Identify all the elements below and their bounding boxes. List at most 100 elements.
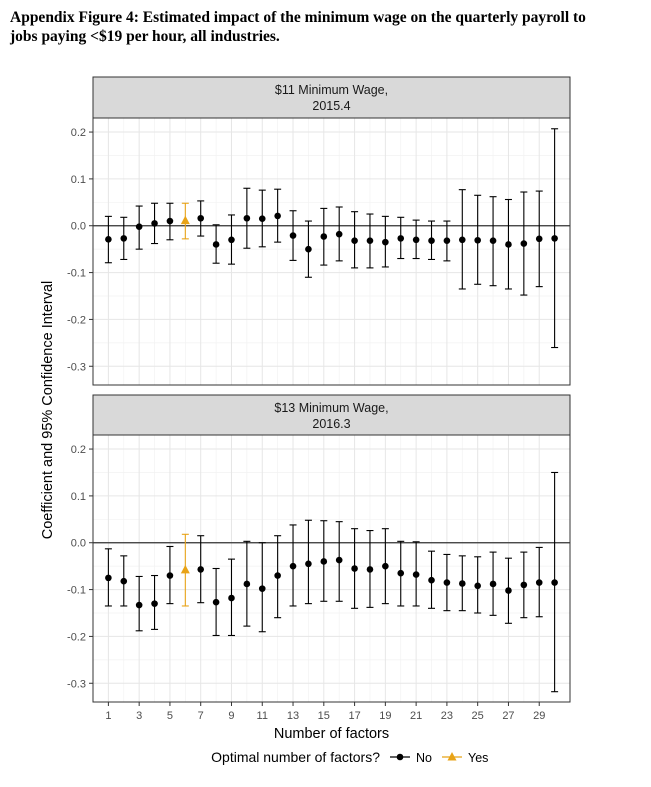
point-estimate xyxy=(166,572,174,579)
point-estimate xyxy=(474,236,481,244)
point-estimate xyxy=(197,214,205,222)
x-tick-label: 23 xyxy=(441,710,453,722)
facet-strip-label-line-2: 2016.3 xyxy=(312,417,350,431)
point-estimate xyxy=(489,237,497,245)
point-estimate xyxy=(151,600,158,607)
legend: Optimal number of factors? No Yes xyxy=(211,749,488,765)
figure-title-line-1: Appendix Figure 4: Estimated impact of t… xyxy=(10,9,586,26)
point-estimate xyxy=(351,237,358,245)
point-estimate xyxy=(243,214,251,222)
point-estimate xyxy=(335,230,343,238)
y-tick-label: -0.1 xyxy=(67,585,86,597)
x-tick-label: 13 xyxy=(287,710,299,722)
plot-background xyxy=(93,435,570,702)
panel-2: $13 Minimum Wage, 2016.3 -0.3 -0.2 -0.1 0.0 0.… xyxy=(67,394,571,703)
y-tick-label: -0.1 xyxy=(67,268,86,280)
point-estimate xyxy=(397,569,405,577)
y-tick-label: 0.0 xyxy=(71,538,86,550)
x-tick-label: 3 xyxy=(136,710,142,722)
point-estimate xyxy=(505,587,512,594)
panel-border xyxy=(92,117,571,386)
point-estimate xyxy=(535,579,543,586)
panel-border xyxy=(92,434,571,703)
point-estimate xyxy=(274,572,281,579)
point-estimate xyxy=(105,236,112,243)
x-tick-label: 7 xyxy=(198,710,204,722)
y-tick-label: -0.2 xyxy=(67,314,86,326)
point-estimate xyxy=(305,245,312,253)
figure-title-line-2: jobs paying <$19 per hour, all industrie… xyxy=(10,28,280,45)
point-estimate xyxy=(520,240,528,247)
legend-key-yes-marker xyxy=(447,752,457,761)
point-estimate xyxy=(289,232,297,239)
point-estimate xyxy=(166,217,174,225)
x-tick-label: 29 xyxy=(533,710,545,722)
panel-1: $11 Minimum Wage, 2015.4 -0.3 -0.2 -0.1 0.0 0.… xyxy=(67,76,571,386)
point-estimate xyxy=(228,594,235,602)
point-estimate xyxy=(258,215,266,223)
point-estimate-optimal xyxy=(180,215,190,225)
facet-strip-label-line-1: $11 Minimum Wage, xyxy=(275,83,388,97)
facet-strip xyxy=(92,394,571,436)
y-tick-label: -0.3 xyxy=(67,678,86,690)
point-estimate xyxy=(212,598,220,606)
legend-key-no-marker xyxy=(396,753,404,761)
point-estimate xyxy=(243,580,251,588)
y-tick-label: -0.3 xyxy=(67,361,86,373)
point-estimate xyxy=(320,233,328,240)
legend-title: Optimal number of factors? xyxy=(211,749,380,765)
x-tick-label: 19 xyxy=(379,710,391,722)
y-tick-label: 0.1 xyxy=(71,491,86,503)
point-estimate xyxy=(551,579,558,586)
x-tick-label: 25 xyxy=(472,710,484,722)
point-estimate xyxy=(120,577,128,585)
x-tick-label: 5 xyxy=(167,710,173,722)
point-estimate xyxy=(382,562,389,570)
point-estimate-optimal xyxy=(180,564,190,574)
point-estimate xyxy=(135,601,143,609)
point-estimate xyxy=(274,212,281,220)
x-tick-label: 15 xyxy=(318,710,330,722)
x-tick-label: 1 xyxy=(105,710,111,722)
point-estimate xyxy=(458,580,466,587)
point-estimate xyxy=(366,237,374,245)
x-tick-label: 21 xyxy=(410,710,422,722)
point-estimate xyxy=(458,236,466,244)
point-estimate xyxy=(151,220,158,227)
facet-strip-label-line-2: 2015.4 xyxy=(312,99,350,113)
point-estimate xyxy=(212,241,220,248)
point-estimate xyxy=(428,576,435,584)
facet-strip-label-line-1: $13 Minimum Wage, xyxy=(274,401,388,415)
point-estimate xyxy=(489,580,497,588)
point-estimate xyxy=(228,236,235,244)
y-tick-label: 0.0 xyxy=(71,221,86,233)
point-estimate xyxy=(428,237,435,245)
facet-strip xyxy=(92,76,571,119)
point-estimate xyxy=(105,574,112,582)
point-estimate xyxy=(520,581,528,589)
point-estimate xyxy=(397,235,405,242)
point-estimate xyxy=(289,562,297,570)
point-estimate xyxy=(335,556,343,564)
y-tick-label: 0.2 xyxy=(71,444,86,456)
point-estimate xyxy=(443,579,451,586)
point-estimate xyxy=(366,566,374,573)
point-estimate xyxy=(120,235,128,242)
point-estimate xyxy=(412,236,420,244)
y-tick-label: 0.2 xyxy=(71,127,86,139)
legend-label-yes: Yes xyxy=(468,751,488,765)
x-tick-label: 11 xyxy=(257,710,268,722)
point-estimate xyxy=(305,560,312,568)
point-estimate xyxy=(382,238,389,246)
point-estimate xyxy=(505,241,512,248)
point-estimate xyxy=(443,237,451,245)
y-axis-title: Coefficient and 95% Confidence Interval xyxy=(40,281,56,539)
legend-label-no: No xyxy=(416,751,432,765)
point-estimate xyxy=(197,566,205,573)
point-estimate xyxy=(258,585,266,592)
x-tick-label: 9 xyxy=(228,710,234,722)
plot-background xyxy=(93,118,570,385)
y-tick-label: 0.1 xyxy=(71,174,86,186)
point-estimate xyxy=(135,223,143,230)
